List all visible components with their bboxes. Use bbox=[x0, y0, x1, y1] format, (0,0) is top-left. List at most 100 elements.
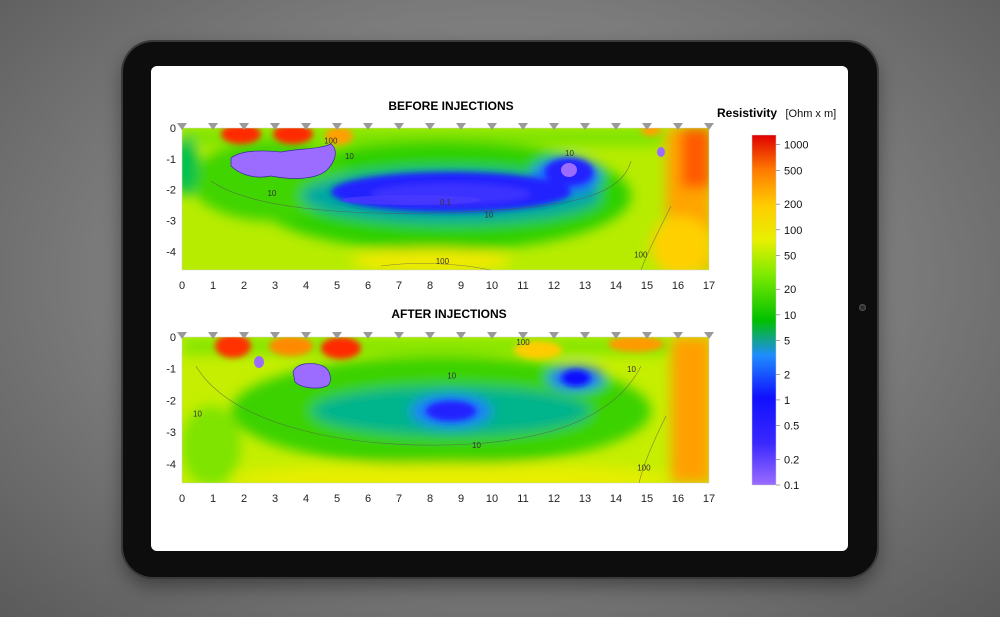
x-tick-label: 11 bbox=[517, 493, 528, 505]
colorbar-tick-label: 50 bbox=[784, 250, 796, 262]
contour-label: 10 bbox=[472, 441, 481, 450]
x-tick-label: 0 bbox=[179, 493, 185, 505]
heatmap-field bbox=[182, 337, 709, 483]
electrode-marker bbox=[301, 123, 311, 130]
electrode-marker bbox=[363, 123, 373, 130]
colorbar-tick-label: 0.1 bbox=[784, 480, 799, 492]
x-tick-label: 8 bbox=[427, 280, 433, 292]
x-tick-label: 5 bbox=[334, 280, 340, 292]
electrode-marker bbox=[177, 123, 187, 130]
electrode-marker bbox=[487, 123, 497, 130]
x-tick-label: 10 bbox=[486, 280, 498, 292]
contour-label: 10 bbox=[345, 152, 354, 161]
electrode-marker bbox=[673, 332, 683, 339]
colorbar: Resistivity [Ohm x m] 1000 500 200 100 50 20 1… bbox=[717, 104, 836, 492]
electrode-marker bbox=[332, 332, 342, 339]
x-tick-label: 6 bbox=[365, 493, 371, 505]
electrode-marker bbox=[270, 332, 280, 339]
x-tick-label: 2 bbox=[241, 280, 247, 292]
electrode-marker bbox=[177, 332, 187, 339]
contour-label: 100 bbox=[637, 463, 651, 472]
electrode-marker bbox=[580, 332, 590, 339]
electrode-marker bbox=[611, 332, 621, 339]
x-tick-label: 4 bbox=[303, 493, 309, 505]
colorbar-tick-label: 200 bbox=[784, 199, 802, 211]
colorbar-tick-label: 100 bbox=[784, 225, 802, 237]
tablet-screen: BEFORE INJECTIONS bbox=[151, 66, 848, 551]
y-tick-label: -3 bbox=[166, 216, 176, 228]
contour-label: 100 bbox=[516, 338, 530, 347]
y-tick-label: -1 bbox=[166, 364, 176, 376]
y-tick-label: -3 bbox=[166, 427, 176, 439]
electrode-marker bbox=[425, 123, 435, 130]
x-tick-label: 12 bbox=[548, 493, 560, 505]
y-tick-label: -4 bbox=[166, 459, 176, 471]
x-tick-label: 14 bbox=[610, 280, 622, 292]
contour-label: 10 bbox=[193, 409, 202, 418]
colorbar-tick-label: 5 bbox=[784, 335, 790, 347]
camera-icon bbox=[859, 304, 866, 311]
x-tick-label: 16 bbox=[672, 493, 684, 505]
contour-label: 100 bbox=[634, 251, 648, 260]
heatmap-field bbox=[182, 128, 709, 270]
x-tick-label: 9 bbox=[458, 493, 464, 505]
x-tick-label: 15 bbox=[641, 280, 653, 292]
x-tick-label: 17 bbox=[703, 493, 715, 505]
x-tick-label: 16 bbox=[672, 280, 684, 292]
y-tick-label: -4 bbox=[166, 246, 176, 258]
contour-label: 10 bbox=[565, 149, 574, 158]
electrode-marker bbox=[456, 332, 466, 339]
x-tick-label: 0 bbox=[179, 280, 185, 292]
colorbar-title-text: Resistivity bbox=[717, 106, 777, 120]
colorbar-tick-label: 500 bbox=[784, 165, 802, 177]
electrode-marker bbox=[642, 123, 652, 130]
contour-label: 10 bbox=[627, 365, 636, 374]
colorbar-tick-label: 1000 bbox=[784, 140, 808, 152]
x-tick-label: 1 bbox=[210, 280, 216, 292]
panel-after: AFTER INJECTIONS bbox=[166, 307, 715, 505]
y-tick-label: -1 bbox=[166, 154, 176, 166]
electrode-marker bbox=[394, 123, 404, 130]
colorbar-tick-label: 10 bbox=[784, 310, 796, 322]
x-tick-label: 11 bbox=[517, 280, 528, 292]
colorbar-tick-label: 20 bbox=[784, 284, 796, 296]
electrode-marker bbox=[580, 123, 590, 130]
contour-lines bbox=[195, 365, 667, 484]
x-tick-label: 7 bbox=[396, 280, 402, 292]
colorbar-tick-label: 0.5 bbox=[784, 421, 799, 433]
colorbar-gradient bbox=[751, 134, 777, 486]
x-tick-label: 10 bbox=[486, 493, 498, 505]
x-tick-label: 14 bbox=[610, 493, 622, 505]
electrode-marker bbox=[394, 332, 404, 339]
colorbar-title: Resistivity [Ohm x m] bbox=[717, 104, 836, 121]
electrode-marker bbox=[642, 332, 652, 339]
panel-title: BEFORE INJECTIONS bbox=[388, 99, 513, 113]
y-tick-label: -2 bbox=[166, 395, 176, 407]
contour-label: 100 bbox=[436, 257, 450, 266]
x-tick-label: 3 bbox=[272, 280, 278, 292]
x-tick-label: 12 bbox=[548, 280, 560, 292]
x-tick-label: 15 bbox=[641, 493, 653, 505]
electrode-marker bbox=[363, 332, 373, 339]
electrode-marker bbox=[549, 332, 559, 339]
electrode-marker bbox=[518, 123, 528, 130]
resistivity-figure: BEFORE INJECTIONS bbox=[166, 99, 836, 505]
x-tick-label: 6 bbox=[365, 280, 371, 292]
colorbar-tick-label: 0.2 bbox=[784, 454, 799, 466]
contour-label: 10 bbox=[447, 371, 456, 380]
x-tick-label: 4 bbox=[303, 280, 309, 292]
electrode-marker bbox=[518, 332, 528, 339]
x-tick-label: 13 bbox=[579, 493, 591, 505]
electrode-marker bbox=[456, 123, 466, 130]
contour-label: 10 bbox=[484, 211, 493, 220]
electrode-marker bbox=[549, 123, 559, 130]
x-tick-label: 9 bbox=[458, 280, 464, 292]
electrode-marker bbox=[673, 123, 683, 130]
electrode-marker bbox=[270, 123, 280, 130]
x-tick-label: 8 bbox=[427, 493, 433, 505]
x-tick-label: 17 bbox=[703, 280, 715, 292]
panel-before: BEFORE INJECTIONS bbox=[166, 99, 715, 292]
electrode-marker bbox=[332, 123, 342, 130]
electrode-marker bbox=[611, 123, 621, 130]
panel-title: AFTER INJECTIONS bbox=[391, 307, 506, 321]
